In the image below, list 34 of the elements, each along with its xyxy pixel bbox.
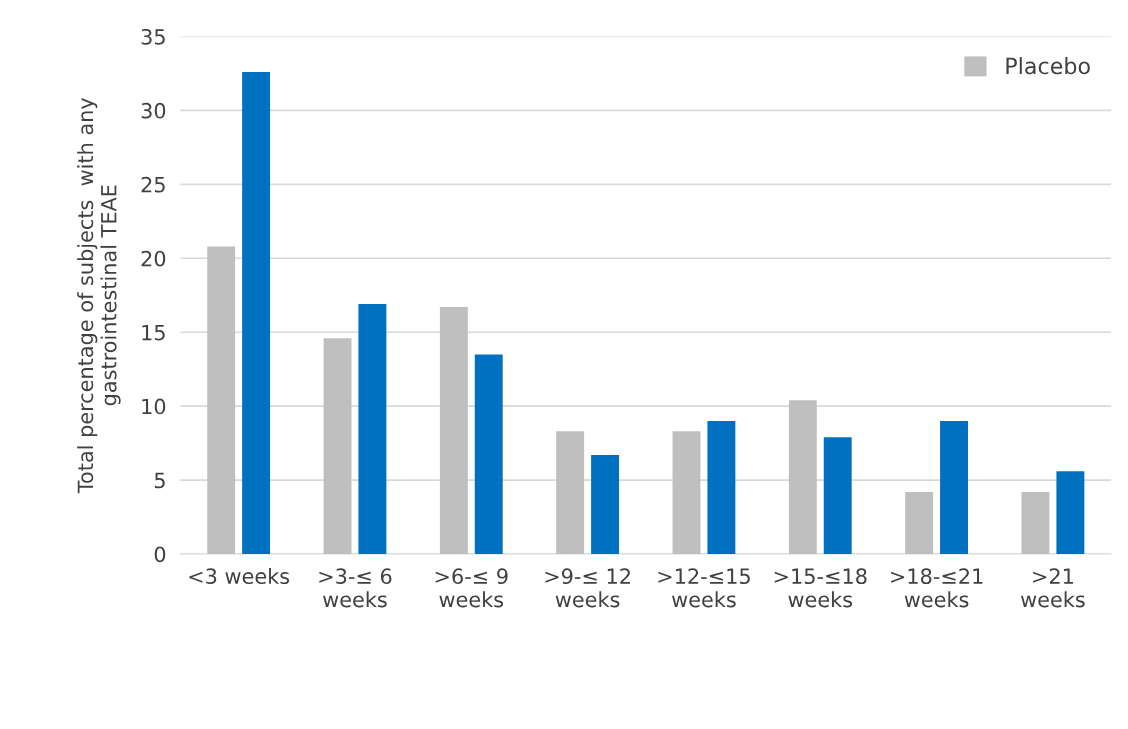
bar (788, 400, 817, 555)
bar (323, 338, 352, 555)
y-tick-label: 30 (141, 102, 166, 119)
x-tick-label: >9-≤ 12 weeks (545, 568, 630, 608)
bar (672, 431, 701, 555)
bar (242, 71, 271, 555)
legend-label: Placebo (1006, 57, 1090, 75)
x-tick-label: >15-≤18 weeks (774, 568, 867, 608)
y-tick-label: 5 (154, 472, 165, 489)
bar (591, 454, 620, 555)
bar (1056, 471, 1085, 555)
y-tick-label: 15 (142, 324, 165, 341)
y-axis-title: Total percentage of subjects with any gastrointestinal TEAE (77, 97, 121, 494)
bar (940, 420, 968, 555)
bar (1021, 491, 1050, 555)
y-tick-label: 20 (141, 250, 166, 267)
bar (707, 420, 736, 555)
bar (905, 491, 934, 555)
bar (207, 246, 236, 555)
x-tick-label: >18-≤21 weeks (891, 568, 983, 608)
bar (358, 304, 387, 555)
x-tick-label: >12-≤15 weeks (658, 568, 750, 608)
bar (439, 307, 468, 555)
y-tick-label: 0 (154, 546, 166, 563)
y-tick-label: 10 (142, 398, 166, 415)
bar (474, 354, 503, 555)
y-tick-label: 35 (141, 28, 165, 45)
bar (556, 431, 585, 555)
bar (823, 437, 852, 555)
x-tick-label: >6-≤ 9 weeks (435, 568, 508, 608)
x-tick-label: >3-≤ 6 weeks (319, 568, 392, 608)
x-tick-label: >21 weeks (1021, 568, 1085, 608)
y-tick-label: 25 (141, 176, 165, 193)
x-tick-label: <3 weeks (189, 567, 290, 585)
